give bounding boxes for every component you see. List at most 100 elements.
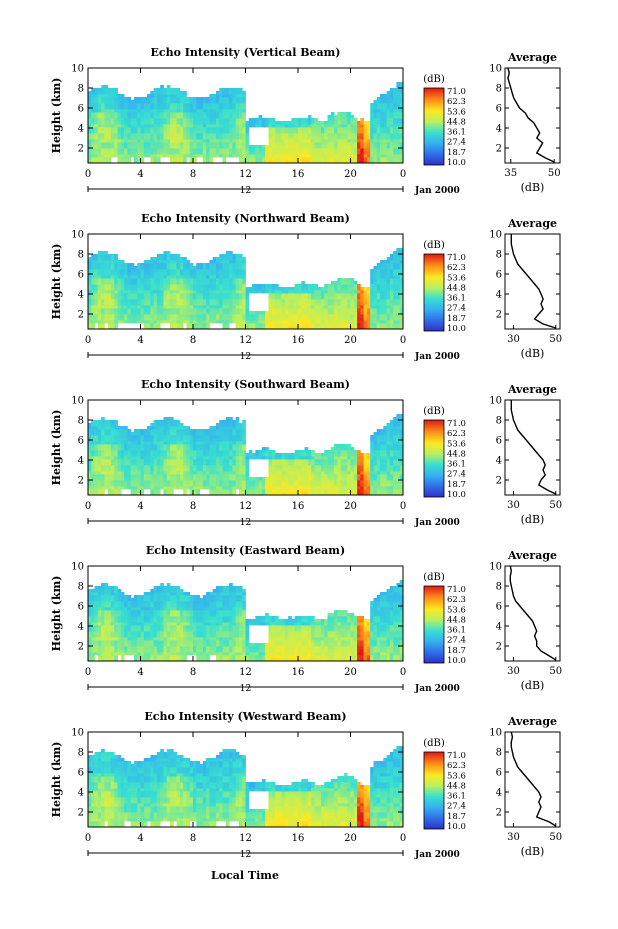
heatmap-cell: [386, 323, 391, 327]
heatmap-cell: [101, 88, 105, 92]
heatmap-cell: [94, 471, 99, 475]
heatmap-cell: [215, 106, 220, 110]
heatmap-cell: [229, 151, 233, 155]
heatmap-cell: [232, 483, 237, 487]
heatmap-cell: [183, 311, 187, 315]
heatmap-cell: [275, 317, 279, 321]
heatmap-cell: [311, 302, 315, 306]
heatmap-cell: [156, 266, 161, 270]
heatmap-cell: [137, 115, 141, 119]
heatmap-cell: [170, 136, 174, 140]
heatmap-cell: [212, 151, 217, 155]
heatmap-cell: [363, 320, 368, 324]
heatmap-cell: [360, 293, 365, 297]
heatmap-cell: [275, 157, 279, 161]
heatmap-cell: [160, 103, 164, 107]
heatmap-cell: [215, 468, 220, 472]
heatmap-cell: [219, 293, 223, 297]
heatmap-cell: [232, 290, 237, 294]
heatmap-cell: [215, 290, 220, 294]
heatmap-cell: [232, 130, 237, 134]
heatmap-cell: [399, 323, 404, 327]
heatmap-cell: [166, 480, 171, 484]
heatmap-cell: [104, 139, 109, 143]
heatmap-cell: [110, 145, 115, 149]
heatmap-cell: [281, 148, 286, 152]
heatmap-cell: [229, 272, 233, 276]
heatmap-cell: [163, 91, 168, 95]
heatmap-cell: [137, 121, 141, 125]
heatmap-cell: [298, 160, 302, 164]
heatmap-cell: [386, 130, 391, 134]
heatmap-cell: [88, 453, 92, 457]
heatmap-cell: [294, 157, 299, 161]
heatmap-cell: [143, 459, 148, 463]
heatmap-cell: [222, 323, 227, 327]
heatmap-cell: [110, 444, 115, 448]
heatmap-cell: [281, 308, 286, 312]
heatmap-cell: [298, 326, 302, 330]
heatmap-cell: [252, 317, 256, 321]
average-xlabel: (dB): [521, 347, 545, 360]
heatmap-cell: [160, 151, 164, 155]
heatmap-cell: [176, 296, 181, 300]
heatmap-cell: [114, 275, 118, 279]
heatmap-cell: [215, 296, 220, 300]
heatmap-cell: [143, 151, 148, 155]
heatmap-cell: [117, 148, 122, 152]
heatmap-cell: [117, 266, 122, 270]
heatmap-cell: [133, 157, 138, 161]
heatmap-cell: [166, 287, 171, 291]
heatmap-cell: [229, 423, 233, 427]
heatmap-cell: [311, 323, 315, 327]
heatmap-cell: [360, 287, 365, 291]
heatmap-cell: [104, 474, 109, 478]
heatmap-cell: [396, 151, 401, 155]
heatmap-cell: [107, 142, 112, 146]
heatmap-cell: [133, 435, 138, 439]
heatmap-cell: [324, 293, 328, 297]
heatmap-cell: [120, 308, 125, 312]
heatmap-cell: [127, 97, 132, 101]
heatmap-cell: [193, 477, 197, 481]
heatmap-cell: [186, 299, 191, 303]
heatmap-cell: [166, 317, 171, 321]
heatmap-cell: [173, 118, 177, 122]
heatmap-cell: [291, 320, 296, 324]
heatmap-cell: [225, 441, 230, 445]
heatmap-cell: [301, 160, 305, 164]
heatmap-cell: [399, 136, 404, 140]
heatmap-cell: [386, 278, 391, 282]
heatmap-cell: [317, 305, 322, 309]
heatmap-cell: [170, 281, 174, 285]
heatmap-cell: [229, 88, 233, 92]
heatmap-cell: [193, 308, 197, 312]
heatmap-cell: [173, 305, 177, 309]
heatmap-cell: [130, 450, 135, 454]
heatmap-cell: [209, 154, 214, 158]
heatmap-cell: [399, 91, 404, 95]
colorbar: [423, 87, 445, 166]
heatmap-cell: [166, 88, 171, 92]
heatmap-cell: [166, 91, 171, 95]
heatmap-cell: [94, 450, 99, 454]
heatmap-cell: [238, 299, 243, 303]
heatmap-cell: [127, 121, 132, 125]
heatmap-cell: [386, 284, 391, 288]
heatmap-cell: [127, 477, 132, 481]
heatmap-cell: [202, 483, 207, 487]
heatmap-cell: [301, 121, 305, 125]
heatmap-cell: [376, 281, 381, 285]
heatmap-cell: [366, 130, 371, 134]
heatmap-cell: [153, 462, 158, 466]
heatmap-cell: [235, 269, 240, 273]
heatmap-cell: [176, 299, 181, 303]
heatmap-cell: [179, 278, 184, 282]
heatmap-cell: [189, 106, 194, 110]
heatmap-cell: [399, 127, 404, 131]
heatmap-cell: [104, 148, 109, 152]
heatmap-cell: [229, 118, 233, 122]
heatmap-cell: [110, 112, 115, 116]
heatmap-cell: [130, 432, 135, 436]
heatmap-cell: [179, 480, 184, 484]
